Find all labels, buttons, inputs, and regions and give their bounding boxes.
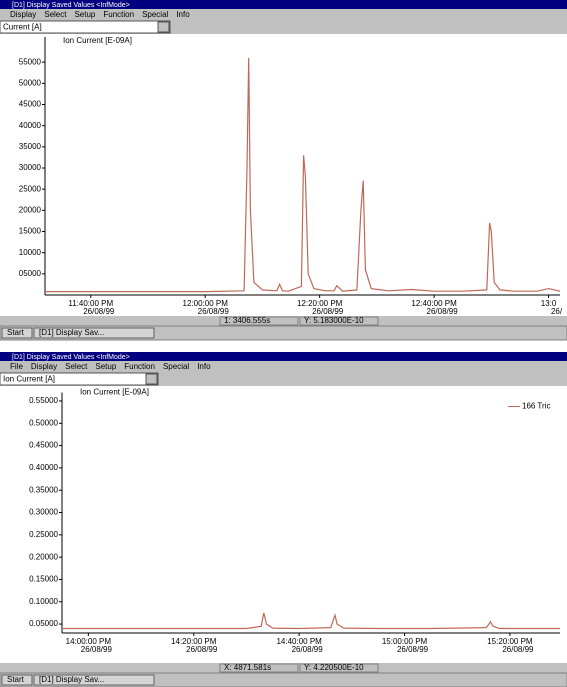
y-axis-label: Ion Current [E-09A] — [63, 36, 132, 45]
y-tick-label: 0.30000 — [29, 508, 58, 517]
x-tick-date: 26/08/99 — [312, 307, 344, 316]
taskbar-button[interactable] — [33, 327, 155, 339]
x-tick-label: 11:40:00 PM — [68, 299, 113, 308]
x-tick-date: 26/08/99 — [198, 307, 230, 316]
menu-item[interactable]: Select — [65, 362, 88, 371]
y-tick-label: 35000 — [19, 142, 42, 151]
x-tick-label: 14:40:00 PM — [276, 637, 322, 646]
title-bar — [0, 352, 567, 361]
taskbar-text[interactable]: Start — [7, 328, 25, 337]
selector-arrow[interactable] — [145, 373, 158, 385]
x-tick-date: 26/08/99 — [83, 307, 115, 316]
taskbar-button[interactable] — [33, 674, 155, 686]
y-tick-label: 0.25000 — [29, 530, 58, 539]
plot-area — [0, 34, 567, 325]
x-tick-date: 26/08/99 — [502, 645, 534, 654]
y-tick-label: 40000 — [19, 121, 42, 130]
y-tick-label: 15000 — [19, 227, 42, 236]
selector[interactable] — [0, 20, 171, 34]
menu-item[interactable]: Setup — [95, 362, 116, 371]
selector-arrow[interactable] — [157, 21, 170, 33]
y-tick-label: 0.40000 — [29, 463, 58, 472]
series-line — [62, 612, 560, 630]
plot-area — [0, 386, 567, 663]
status-bar — [0, 663, 567, 673]
series-line — [45, 57, 561, 293]
status-field — [299, 663, 379, 673]
menu-item[interactable]: Info — [197, 362, 211, 371]
x-tick-label: 15:00:00 PM — [382, 637, 428, 646]
taskbar-text[interactable]: [D1] Display Sav... — [39, 328, 104, 337]
y-tick-label: 0.50000 — [29, 418, 58, 427]
x-tick-label: 13:0 — [541, 299, 557, 308]
menu-item[interactable]: Special — [163, 362, 189, 371]
y-tick-label: 25000 — [19, 184, 42, 193]
status-text: 1: 3406.555s — [224, 316, 270, 325]
menu-item[interactable]: Function — [124, 362, 155, 371]
menu-item[interactable]: Special — [142, 10, 168, 19]
x-tick-date: 26/08/99 — [292, 645, 324, 654]
taskbar-text[interactable]: [D1] Display Sav... — [39, 675, 104, 684]
y-tick-label: 50000 — [19, 78, 42, 87]
x-tick-date: 26/08/99 — [81, 645, 113, 654]
x-tick-label: 12:40:00 PM — [411, 299, 457, 308]
x-tick-date: 26/ — [551, 307, 563, 316]
status-bar — [0, 316, 567, 326]
x-tick-date: 26/08/99 — [186, 645, 218, 654]
x-tick-date: 26/08/99 — [397, 645, 429, 654]
taskbar-text[interactable]: Start — [7, 675, 25, 684]
x-tick-label: 14:20:00 PM — [171, 637, 217, 646]
x-tick-label: 12:20:00 PM — [297, 299, 343, 308]
y-tick-label: 0.55000 — [29, 396, 58, 405]
y-tick-label: 55000 — [19, 57, 42, 66]
status-text: Y: 5.183000E-10 — [304, 316, 364, 325]
y-tick-label: 0.20000 — [29, 552, 58, 561]
y-tick-label: 10000 — [19, 248, 42, 257]
y-axis-label: Ion Current [E-09A] — [80, 388, 149, 397]
menu-item[interactable]: Select — [44, 10, 67, 19]
x-tick-label: 15:20:00 PM — [487, 637, 533, 646]
menu-item[interactable]: File — [10, 362, 23, 371]
y-tick-label: 0.10000 — [29, 597, 58, 606]
title-bar — [0, 0, 567, 9]
menu-item[interactable]: Setup — [74, 10, 95, 19]
status-field — [299, 316, 379, 326]
y-tick-label: 45000 — [19, 100, 42, 109]
status-field — [219, 663, 299, 673]
menu-item[interactable]: Display — [31, 362, 57, 371]
status-field — [219, 316, 299, 326]
selector-value[interactable]: Current [A] — [3, 23, 42, 32]
legend-label: 166 Tric — [522, 402, 550, 411]
menu-item[interactable]: Function — [103, 10, 134, 19]
y-tick-label: 0.05000 — [29, 619, 58, 628]
taskbar-button[interactable] — [1, 674, 33, 686]
y-tick-label: 0.35000 — [29, 485, 58, 494]
menu-item[interactable]: Display — [10, 10, 36, 19]
y-tick-label: 0.15000 — [29, 575, 58, 584]
selector-value[interactable]: Ion Current [A] — [3, 375, 55, 384]
x-tick-label: 14:00:00 PM — [66, 637, 112, 646]
status-text: Y: 4.220500E-10 — [304, 663, 364, 672]
window-title: [D1] Display Saved Values <InfMode> — [12, 2, 130, 9]
taskbar-button[interactable] — [1, 327, 33, 339]
x-tick-date: 26/08/99 — [427, 307, 459, 316]
x-tick-label: 12:00:00 PM — [183, 299, 229, 308]
y-tick-label: 30000 — [19, 163, 42, 172]
menu-item[interactable]: Info — [176, 10, 190, 19]
window-title: [D1] Display Saved Values <InfMode> — [12, 354, 130, 361]
selector[interactable] — [0, 372, 159, 386]
y-tick-label: 20000 — [19, 205, 42, 214]
y-tick-label: 05000 — [19, 269, 42, 278]
y-tick-label: 0.45000 — [29, 441, 58, 450]
status-text: X: 4871.581s — [224, 663, 271, 672]
